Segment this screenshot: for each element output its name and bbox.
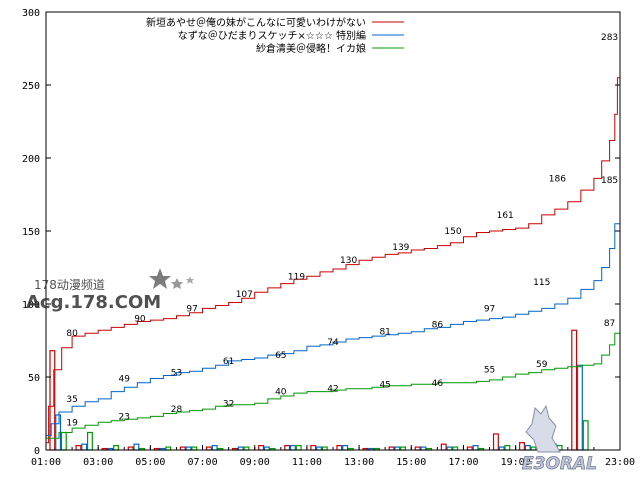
data-label: 283 (601, 33, 618, 43)
x-tick-label: 09:00 (240, 457, 270, 468)
corner-logo-text: E3ORAL (522, 454, 597, 474)
data-label: 107 (236, 290, 253, 300)
data-label: 40 (275, 388, 287, 398)
data-label: 119 (288, 272, 305, 282)
y-axis: 0 50 100 150 200 250 300 (22, 8, 620, 457)
series-line (46, 179, 621, 436)
x-tick-label: 23:00 (605, 457, 635, 468)
data-label: 61 (223, 357, 234, 367)
y-tick-label: 200 (22, 154, 40, 165)
watermark-site-name: 178动漫频道 (34, 278, 105, 292)
x-axis: 01:00 03:00 05:00 07:00 09:00 11:00 13:00 15:00… (31, 445, 635, 468)
x-tick-label: 13:00 (344, 457, 374, 468)
star-icon (171, 278, 183, 289)
x-tick-label: 07:00 (187, 457, 217, 468)
star-icon (186, 276, 194, 284)
data-label: 28 (171, 405, 183, 415)
data-label: 86 (432, 320, 444, 330)
data-label: 97 (484, 304, 495, 314)
data-label: 46 (432, 379, 444, 389)
x-tick-label: 15:00 (396, 457, 426, 468)
corner-logo: E3ORAL (522, 404, 597, 474)
legend-label: 紗倉清美＠侵略！イカ娘 (256, 42, 366, 55)
y-tick-label: 300 (22, 8, 40, 19)
data-label: 55 (484, 366, 495, 376)
x-tick-label: 19:00 (501, 457, 531, 468)
data-label: 90 (134, 315, 146, 325)
data-label: 74 (327, 338, 339, 348)
y-tick-label: 100 (22, 300, 40, 311)
y-tick-label: 250 (22, 81, 40, 92)
data-label: 115 (533, 278, 550, 288)
y-tick-label: 50 (28, 373, 40, 384)
x-tick-label: 17:00 (448, 457, 478, 468)
data-label: 161 (497, 211, 514, 221)
cumulative-lines (46, 36, 621, 444)
data-label: 80 (66, 329, 78, 339)
data-label: 45 (379, 380, 390, 390)
x-tick-label: 01:00 (31, 457, 61, 468)
legend-label: なずな＠ひだまりスケッチ×☆☆☆ 特別編 (178, 29, 366, 42)
data-label: 59 (536, 360, 548, 370)
y-tick-label: 0 (34, 446, 40, 457)
legend-label: 新垣あやせ＠俺の妹がこんなに可愛いわけがない (146, 16, 366, 29)
data-label: 23 (119, 412, 130, 422)
data-label: 186 (549, 174, 566, 184)
y-tick-label: 150 (22, 227, 40, 238)
data-label: 185 (601, 176, 618, 186)
mascot-figure-icon (525, 404, 561, 453)
site-watermark: 178动漫频道 Acg.178.COM (26, 268, 194, 313)
series-line (46, 323, 621, 439)
data-label: 130 (340, 256, 357, 266)
data-label: 139 (392, 243, 409, 253)
data-label: 53 (171, 369, 182, 379)
data-label: 81 (379, 328, 390, 338)
data-label: 97 (186, 304, 197, 314)
data-label: 42 (327, 385, 338, 395)
data-label: 87 (604, 319, 615, 329)
data-label: 19 (66, 418, 78, 428)
watermark-site-url: Acg.178.COM (26, 292, 161, 313)
data-label: 32 (223, 399, 234, 409)
data-label: 49 (119, 374, 131, 384)
series-line (46, 36, 621, 444)
data-label: 35 (66, 395, 77, 405)
x-tick-label: 03:00 (83, 457, 113, 468)
data-label: 65 (275, 351, 286, 361)
data-label: 150 (444, 227, 461, 237)
x-tick-label: 05:00 (135, 457, 165, 468)
star-icon (149, 268, 171, 289)
x-tick-label: 11:00 (292, 457, 322, 468)
data-labels: 80 90 97 107 119 130 139 150 161 186 283 35 49 53 61 65… (66, 33, 618, 428)
